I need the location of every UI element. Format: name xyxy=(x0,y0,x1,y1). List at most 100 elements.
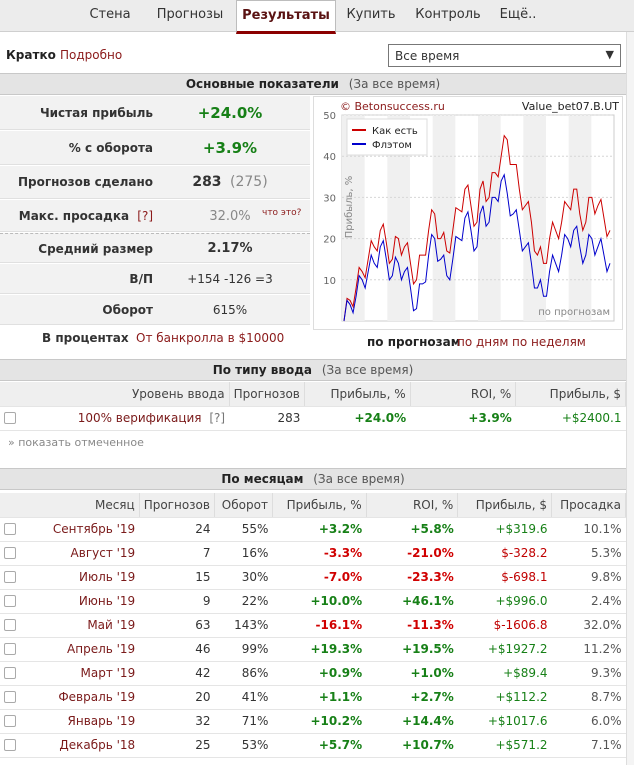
row-checkbox[interactable] xyxy=(4,547,16,559)
month-turnover: 22% xyxy=(214,589,273,614)
row-checkbox[interactable] xyxy=(4,739,16,751)
short-view-link[interactable]: Кратко xyxy=(6,48,56,62)
month-drawdown: 9.8% xyxy=(551,565,626,590)
col-profit-pct: Прибыль, % xyxy=(304,382,411,407)
month-drawdown: 5.3% xyxy=(551,541,626,566)
month-section-title: По месяцам xyxy=(221,472,304,486)
month-table: Месяц Прогнозов Оборот Прибыль, % ROI, %… xyxy=(0,493,626,758)
month-roi: -21.0% xyxy=(366,541,458,566)
drawdown-label: Макс. просадка xyxy=(18,209,130,223)
plot-band xyxy=(523,115,546,321)
month-turnover: 41% xyxy=(214,685,273,710)
month-count: 63 xyxy=(139,613,215,638)
tab-wall[interactable]: Стена xyxy=(89,7,131,22)
month-roi: +2.7% xyxy=(366,685,458,710)
row-checkbox[interactable] xyxy=(4,715,16,727)
type-profit-usd: +$2400.1 xyxy=(515,406,626,431)
month-row: Декабрь '18 25 53% +5.7% +10.7% +$571.2 7.1% xyxy=(0,733,626,758)
y-tick-label: 10 xyxy=(323,276,336,287)
plot-band xyxy=(432,115,456,321)
month-name[interactable]: Июнь '19 xyxy=(78,594,136,608)
month-profit-usd: $-1606.8 xyxy=(457,613,552,638)
month-row: Сентябрь '19 24 55% +3.2% +5.8% +$319.6 10.1% xyxy=(0,517,626,542)
month-name[interactable]: Декабрь '18 xyxy=(59,738,136,752)
col-forecasts: Прогнозов xyxy=(229,382,305,407)
avg-size-label: Средний размер xyxy=(38,242,153,256)
turnover-label: Оборот xyxy=(102,303,153,317)
forecasts-made-extra: (275) xyxy=(230,174,268,190)
y-tick-label: 20 xyxy=(323,235,336,246)
row-checkbox[interactable] xyxy=(4,523,16,535)
show-marked-link[interactable]: » показать отмеченное xyxy=(8,436,144,449)
month-profit-usd: +$571.2 xyxy=(457,733,552,758)
view-by-weeks[interactable]: по неделям xyxy=(512,335,586,349)
row-checkbox[interactable] xyxy=(4,619,16,631)
main-section-title: Основные показатели xyxy=(185,77,339,91)
month-roi: +19.5% xyxy=(366,637,458,662)
row-checkbox[interactable] xyxy=(4,412,16,424)
month-table-header: Месяц Прогнозов Оборот Прибыль, % ROI, %… xyxy=(0,493,626,518)
month-turnover: 71% xyxy=(214,709,273,734)
month-drawdown: 10.1% xyxy=(551,517,626,542)
month-profit-usd: +$319.6 xyxy=(457,517,552,542)
filter-row: Кратко Подробно Все время ▼ xyxy=(0,44,634,68)
view-by-forecasts[interactable]: по прогнозам xyxy=(367,335,461,349)
turnover-value: 615% xyxy=(212,303,248,317)
month-name[interactable]: Июль '19 xyxy=(79,570,136,584)
row-checkbox[interactable] xyxy=(4,667,16,679)
detailed-view-link[interactable]: Подробно xyxy=(60,48,123,62)
period-select[interactable]: Все время ▼ xyxy=(388,44,621,67)
tab-forecasts[interactable]: Прогнозы xyxy=(156,7,224,22)
row-checkbox[interactable] xyxy=(4,571,16,583)
period-select-value: Все время xyxy=(395,49,460,63)
month-name[interactable]: Апрель '19 xyxy=(67,642,136,656)
net-profit-value: +24.0% xyxy=(197,104,263,122)
turnover-pct-label: % с оборота xyxy=(68,141,153,155)
wl-label: В/П xyxy=(129,272,153,286)
month-name[interactable]: Май '19 xyxy=(87,618,136,632)
col-month-roi: ROI, % xyxy=(366,493,459,518)
month-drawdown: 6.0% xyxy=(551,709,626,734)
month-name[interactable]: Август '19 xyxy=(70,546,136,560)
month-count: 7 xyxy=(139,541,215,566)
dropdown-arrow-icon: ▼ xyxy=(605,48,614,61)
month-name[interactable]: Январь '19 xyxy=(67,714,136,728)
month-profit-pct: +0.9% xyxy=(272,661,367,686)
legend-label: Флэтом xyxy=(372,140,412,151)
col-level: Уровень ввода xyxy=(0,382,230,407)
month-row: Апрель '19 46 99% +19.3% +19.5% +$1927.2 11.2% xyxy=(0,637,626,662)
row-checkbox[interactable] xyxy=(4,691,16,703)
col-profit-usd: Прибыль, $ xyxy=(515,382,626,407)
in-percent-label: В процентах xyxy=(42,331,129,345)
what-is-link[interactable]: что это? xyxy=(262,208,302,218)
tab-results[interactable]: Результаты xyxy=(236,0,336,34)
month-roi: +1.0% xyxy=(366,661,458,686)
month-turnover: 86% xyxy=(214,661,273,686)
legend-label: Как есть xyxy=(372,126,418,137)
month-name[interactable]: Март '19 xyxy=(80,666,136,680)
main-section-sub: (За все время) xyxy=(348,77,441,91)
view-by-days[interactable]: по дням xyxy=(457,335,509,349)
type-profit-pct: +24.0% xyxy=(304,406,411,431)
drawdown-help-link[interactable]: [?] xyxy=(137,209,153,223)
month-drawdown: 32.0% xyxy=(551,613,626,638)
tab-more[interactable]: Ещё.. xyxy=(499,7,537,22)
level-help-link[interactable]: [?] xyxy=(209,411,226,425)
month-name[interactable]: Сентябрь '19 xyxy=(52,522,136,536)
month-name[interactable]: Февраль '19 xyxy=(58,690,136,704)
type-roi: +3.9% xyxy=(410,406,516,431)
profit-chart-svg: © Betonsuccess.ru Value_bet07.B.UT 10 20 30 4… xyxy=(323,100,619,322)
page-scrollbar[interactable] xyxy=(626,32,634,765)
month-profit-pct: -3.3% xyxy=(272,541,367,566)
row-checkbox[interactable] xyxy=(4,643,16,655)
month-roi: +46.1% xyxy=(366,589,458,614)
month-roi: +10.7% xyxy=(366,733,458,758)
month-roi: +14.4% xyxy=(366,709,458,734)
tab-control[interactable]: Контроль xyxy=(415,7,481,22)
tab-buy[interactable]: Купить xyxy=(346,7,396,22)
month-count: 20 xyxy=(139,685,215,710)
row-checkbox[interactable] xyxy=(4,595,16,607)
month-profit-pct: -16.1% xyxy=(272,613,367,638)
col-month-turnover: Оборот xyxy=(214,493,273,518)
month-count: 42 xyxy=(139,661,215,686)
